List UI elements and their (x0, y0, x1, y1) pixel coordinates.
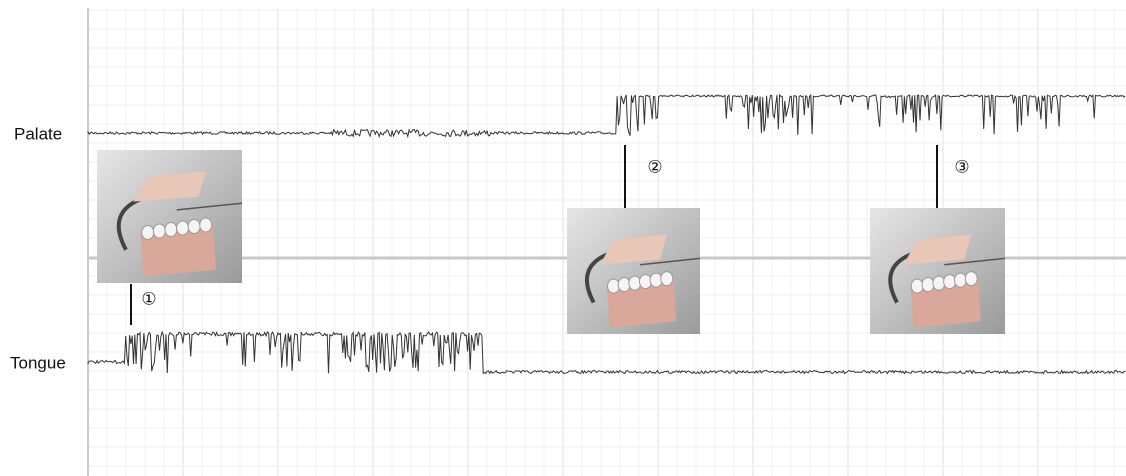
tooth (142, 225, 154, 239)
tooth (165, 222, 177, 236)
tooth (608, 279, 620, 293)
photos (97, 150, 1005, 334)
tooth (153, 224, 165, 238)
marker-label: ② (647, 157, 662, 176)
photo (870, 208, 1005, 334)
photo (97, 150, 242, 283)
tooth (618, 278, 630, 292)
tooth (954, 273, 966, 287)
tooth (944, 275, 956, 289)
tooth (933, 276, 945, 290)
marker-label: ③ (954, 157, 969, 176)
palate-label: Palate (14, 124, 62, 143)
tooth (200, 218, 212, 232)
photo (567, 208, 700, 334)
tongue-signal (88, 332, 1125, 374)
tooth (922, 278, 934, 292)
tooth (965, 272, 977, 286)
tooth (629, 276, 641, 290)
tooth (639, 275, 651, 289)
tooth (650, 273, 662, 287)
palate-signal (88, 95, 1125, 137)
tooth (188, 219, 200, 233)
tooth (911, 279, 923, 293)
tongue-label: Tongue (10, 353, 66, 372)
tooth (177, 221, 189, 235)
page: {"labels": {"palate": "Palate", "tongue"… (0, 0, 1126, 476)
tooth (661, 272, 673, 286)
figure: Palate Tongue ① ② ③ (0, 0, 1126, 476)
marker-label: ① (141, 289, 156, 308)
